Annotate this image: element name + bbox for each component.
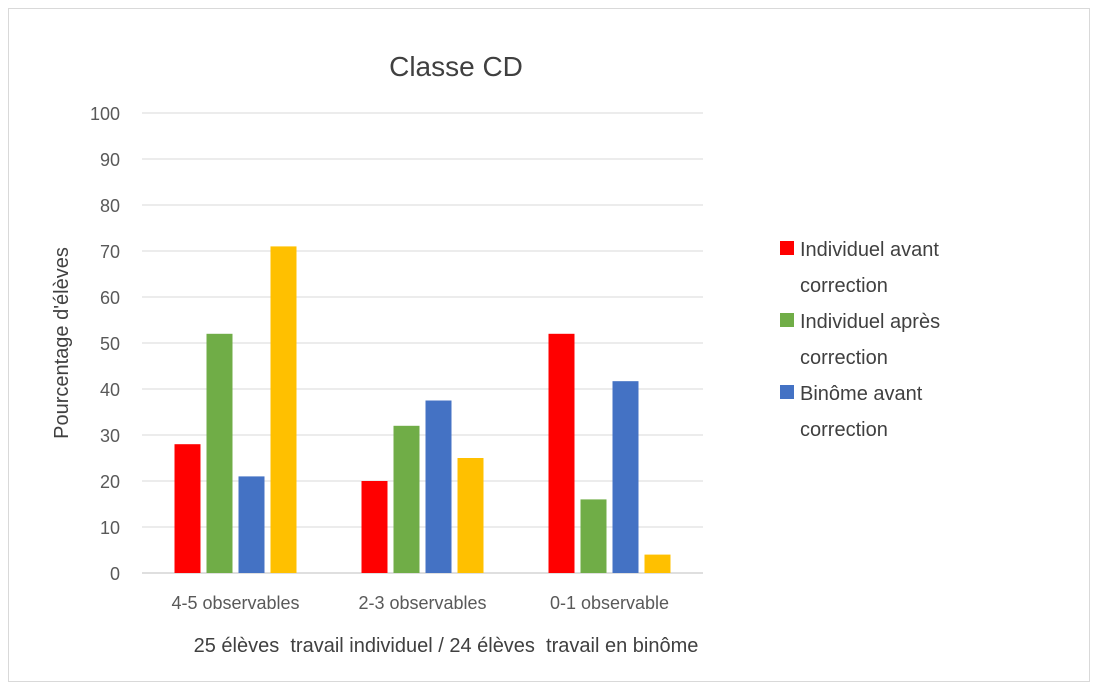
legend-label: Individuel après correction [800,311,940,369]
legend: Individuel avant correction Individuel apr… [780,239,940,441]
y-tick-label: 20 [100,472,120,492]
y-tick-label: 90 [100,150,120,170]
bar [270,246,297,573]
x-axis-label: 25 élèves travail individuel / 24 élèves… [194,635,699,657]
bar [361,481,388,573]
legend-swatch [780,241,794,255]
y-tick-labels: 0 10 20 30 40 50 60 70 80 90 100 [90,104,120,584]
x-tick-label: 0-1 observable [550,593,669,613]
x-tick-labels: 4-5 observables 2-3 observables 0-1 observ… [171,593,669,613]
bar [174,444,201,573]
x-tick-label: 4-5 observables [171,593,299,613]
bars [174,246,671,573]
y-tick-label: 10 [100,518,120,538]
bar [644,554,671,573]
legend-swatch [780,313,794,327]
legend-label: Binôme avant correction [800,383,923,441]
bar [548,333,575,573]
gridlines [142,112,703,574]
x-tick-label: 2-3 observables [358,593,486,613]
legend-swatch [780,385,794,399]
y-tick-label: 50 [100,334,120,354]
chart-title: Classe CD [389,51,523,82]
y-axis-label: Pourcentage d'élèves [51,247,73,439]
bar [580,499,607,573]
bar [612,381,639,573]
bar [457,458,484,573]
y-tick-label: 0 [110,564,120,584]
bar [393,425,420,573]
y-tick-label: 70 [100,242,120,262]
y-tick-label: 40 [100,380,120,400]
y-tick-label: 60 [100,288,120,308]
y-tick-label: 80 [100,196,120,216]
y-tick-label: 30 [100,426,120,446]
bar [238,476,265,573]
bar [206,333,233,573]
y-tick-label: 100 [90,104,120,124]
legend-label: Individuel avant correction [800,239,939,297]
bar [425,400,452,573]
